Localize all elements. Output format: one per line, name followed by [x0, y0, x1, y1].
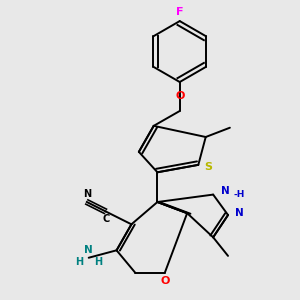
Text: N: N — [83, 189, 92, 199]
Text: N: N — [235, 208, 244, 218]
Text: N: N — [221, 186, 230, 196]
Text: N: N — [84, 244, 93, 255]
Text: H: H — [94, 257, 102, 267]
Text: H: H — [75, 257, 83, 267]
Text: C: C — [103, 214, 110, 224]
Text: -H: -H — [234, 190, 245, 199]
Text: S: S — [205, 162, 213, 172]
Text: O: O — [161, 276, 170, 286]
Text: F: F — [176, 7, 184, 17]
Text: O: O — [175, 91, 184, 101]
